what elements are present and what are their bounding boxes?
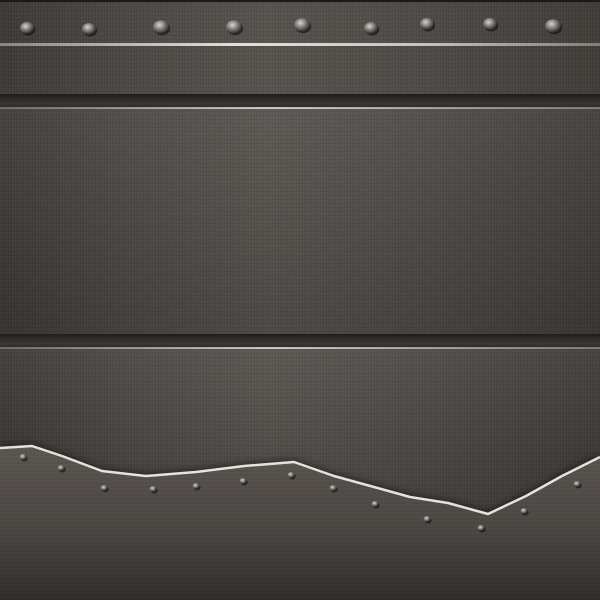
rivet-icon	[520, 508, 528, 514]
main-metal-panel	[0, 109, 600, 334]
rivet-icon	[153, 20, 169, 34]
rivet-icon	[329, 485, 337, 491]
rivet-icon	[20, 22, 34, 34]
jagged-bottom-plate	[0, 444, 600, 600]
rivet-icon	[239, 478, 247, 484]
upper-groove	[0, 94, 600, 108]
jagged-plate-edge-highlight	[0, 444, 600, 516]
rivet-icon	[287, 472, 295, 478]
rivet-icon	[483, 18, 497, 30]
rivet-icon	[573, 481, 581, 487]
rivet-icon	[423, 516, 431, 522]
top-strip-highlight-edge	[0, 43, 600, 46]
lower-plate-rivet-row	[19, 454, 582, 533]
rivet-icon	[226, 20, 242, 34]
rivet-icon	[100, 485, 108, 491]
top-rivet-row	[20, 18, 563, 37]
rivet-icon	[371, 501, 379, 507]
lower-groove	[0, 334, 600, 348]
jagged-plate-texture	[0, 446, 600, 600]
upper-groove-highlight	[0, 107, 600, 109]
rivet-icon	[364, 22, 378, 34]
upper-metal-plate	[0, 46, 600, 94]
rivet-icon	[545, 19, 561, 33]
lower-groove-highlight	[0, 347, 600, 349]
rivet-icon	[420, 18, 434, 30]
rivet-icon	[82, 23, 96, 35]
rivet-icon	[149, 486, 157, 492]
rivet-icon	[477, 525, 485, 531]
rivet-icon	[294, 18, 310, 32]
rivet-icon	[57, 465, 65, 471]
rivet-icon	[19, 454, 27, 460]
rivet-icon	[192, 483, 200, 489]
